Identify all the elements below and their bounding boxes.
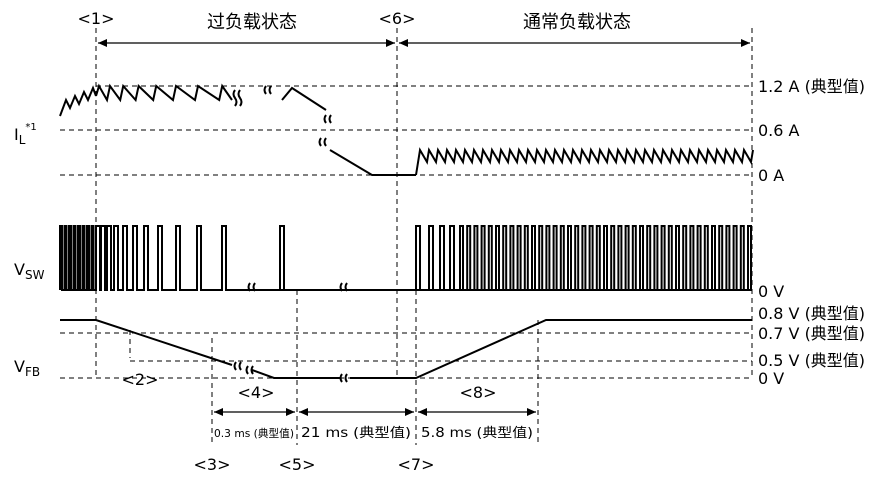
il-decay	[329, 149, 416, 176]
vfb-trace	[60, 319, 233, 366]
vfb-break-1	[233, 361, 242, 371]
il-sawtooth-normal	[415, 147, 754, 176]
marker-3: <3>	[194, 455, 231, 474]
vfb-break-2	[245, 365, 254, 375]
timing-annotations: <2> <4> <8> 0.3 ms (典型值) 21 ms (典型值) 5.8…	[122, 370, 536, 474]
il-signal-label: IL*1	[14, 122, 37, 147]
il-0-6-label: 0.6 A	[758, 121, 800, 140]
marker-6: <6>	[379, 9, 416, 28]
marker-7: <7>	[398, 455, 435, 474]
vsw-signal-label: VSW	[14, 260, 45, 282]
vfb-signal-label: VFB	[14, 357, 40, 379]
marker-1: <1>	[78, 9, 115, 28]
t5-label: 21 ms (典型值)	[301, 425, 411, 441]
vfb-0-5-label: 0.5 V (典型值)	[758, 351, 865, 370]
il-segment-late	[281, 86, 327, 111]
il-1-2-label: 1.2 A (典型值)	[758, 77, 865, 96]
vfb-break-3	[339, 373, 348, 383]
marker-5: <5>	[279, 455, 316, 474]
vfb-waveform	[60, 319, 752, 383]
vfb-0-7-label: 0.7 V (典型值)	[758, 324, 865, 343]
vfb-trace-rise	[350, 319, 752, 379]
marker-2: <2>	[122, 370, 159, 389]
t3-label: 0.3 ms (典型值)	[214, 426, 294, 440]
overload-state-label: 过负载状态	[207, 12, 297, 33]
il-break-2	[263, 85, 272, 95]
vfb-trace-low	[251, 369, 340, 379]
normal-state-label: 通常负载状态	[523, 12, 631, 33]
vsw-pulses	[59, 225, 752, 291]
il-break-3	[323, 114, 332, 124]
il-sawtooth-start	[59, 85, 97, 117]
t7-label: 5.8 ms (典型值)	[421, 425, 533, 441]
vsw-break-2	[339, 282, 348, 292]
il-0-label: 0 A	[758, 166, 784, 185]
level-labels: 1.2 A (典型值) 0.6 A 0 A 0 V 0.8 V (典型值) 0.…	[758, 77, 865, 388]
il-break-4	[318, 137, 327, 147]
il-break-1	[232, 89, 243, 107]
vfb-0-label: 0 V	[758, 369, 784, 388]
il-waveform	[59, 83, 754, 176]
state-header: <1> 过负载状态 <6> 通常负载状态	[78, 9, 750, 47]
marker-4: <4>	[238, 383, 275, 402]
vsw-waveform	[59, 225, 752, 292]
vfb-0-8-label: 0.8 V (典型值)	[758, 304, 865, 323]
signal-names: IL*1 VSW VFB	[14, 122, 45, 379]
marker-8: <8>	[460, 383, 497, 402]
il-sawtooth-overload	[95, 83, 233, 103]
vsw-0-label: 0 V	[758, 282, 784, 301]
vsw-break-1	[247, 282, 256, 292]
